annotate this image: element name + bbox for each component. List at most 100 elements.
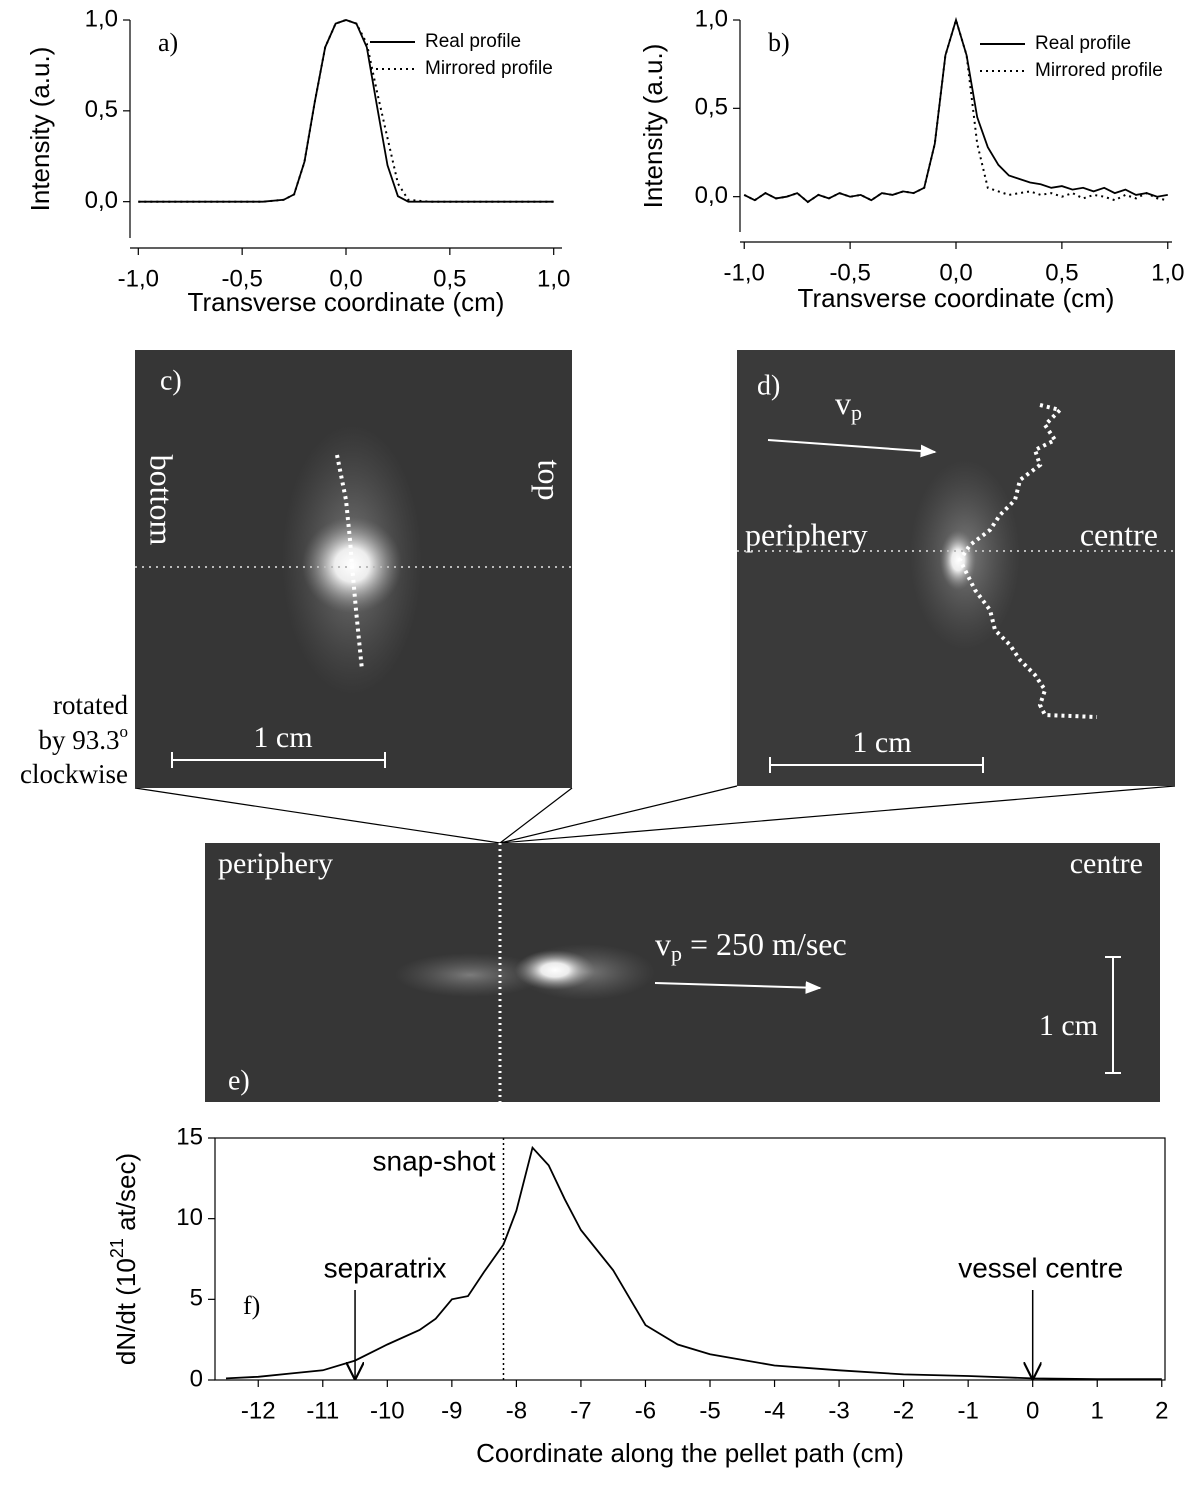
x-tick-label: 0,5 [433,265,466,292]
velocity-label: vp [835,385,862,425]
side-label: centre [1070,847,1143,880]
x-axis-label: Transverse coordinate (cm) [798,283,1115,313]
connector [499,785,738,844]
x-tick-label: 0 [1026,1397,1039,1424]
x-tick-label: -1 [957,1397,978,1424]
data-line [138,19,554,203]
x-tick-label: 1,0 [537,265,570,292]
x-tick-label: 0,0 [329,265,362,292]
x-tick-label: -4 [764,1397,785,1424]
y-tick-label: 0,0 [695,182,728,209]
velocity-arrow [767,439,937,458]
x-tick-label: -8 [506,1397,527,1424]
legend-label: Mirrored profile [1035,60,1163,81]
y-label-sup: 21 [107,1238,127,1258]
pellet-cloud [302,517,402,613]
x-tick-label: -12 [241,1397,276,1424]
trajectory [957,403,1098,719]
image-background [205,843,1160,1102]
x-tick-label: -9 [441,1397,462,1424]
connector [499,787,573,844]
chart: -1,0 -0,5 0,0 0,5 1,0 0,0 0,5 1,0 Transverse coo… [638,5,1185,313]
velocity: v [835,385,851,421]
panel-label: b) [768,28,790,57]
panel-label: c) [160,365,182,396]
connector [134,787,501,844]
data-line [225,1145,1162,1381]
data-line [743,16,1168,204]
degree: o [120,722,129,741]
panel-label: a) [158,28,178,57]
side-label: top [532,460,568,501]
x-tick-label: 2 [1155,1397,1168,1424]
connectors [134,785,1176,844]
annotation: snap-shot [373,1145,496,1176]
note: by 93.3o [39,722,129,755]
data-line [743,16,1168,204]
scale-bar [769,757,984,773]
note: rotated [53,690,128,720]
y-axis-label: dN/dt (1021 at/sec) [107,1153,141,1365]
x-tick-label: -7 [570,1397,591,1424]
side-label: periphery [745,516,868,552]
legend-label: Mirrored profile [425,58,553,79]
x-tick-label: -10 [370,1397,405,1424]
chart: -12 -11 -10 -9 -8 -7 -6 -5 -4 -3 -2 -1 0 1 2051015Coor… [107,1123,1169,1468]
x-axis-label: Transverse coordinate (cm) [188,287,505,317]
legend-label: Real profile [425,31,521,52]
plot-frame [214,1137,1166,1381]
y-tick-label: 0,5 [695,94,728,121]
velocity-sub: p [671,941,682,966]
image-c: c) bottom top 1 cm rotated by 93.3o cloc… [20,350,572,789]
velocity-sub: p [851,400,862,425]
scale-label: 1 cm [253,721,312,754]
y-tick-label: 0 [190,1365,203,1392]
x-tick-label: -6 [635,1397,656,1424]
x-tick-label: 1,0 [1151,259,1184,286]
x-tick-label: -5 [699,1397,720,1424]
y-tick-label: 10 [176,1204,203,1231]
x-tick-label: -11 [306,1397,339,1424]
panel-label: d) [757,370,780,401]
legend-label: Real profile [1035,33,1131,54]
x-tick-label: -3 [828,1397,849,1424]
y-tick-label: 15 [176,1123,203,1150]
velocity-arrow [654,981,822,994]
y-axis-label: Intensity (a.u.) [638,44,668,209]
scale-label: 1 cm [852,726,911,759]
y-tick-label: 0,5 [85,96,118,123]
note-text: by 93.3 [39,725,120,755]
glow [395,953,545,997]
scale-bar [1105,956,1121,1074]
side-label: periphery [218,847,333,880]
x-axis-label: Coordinate along the pellet path (cm) [476,1438,904,1468]
velocity: v [655,926,671,962]
side-label: bottom [144,455,180,546]
y-tick-label: 1,0 [85,5,118,32]
image-e: periphery centre vp = 250 m/sec 1 cm e) [205,843,1160,1102]
y-label-text: dN/dt (10 [111,1258,141,1365]
y-tick-label: 0,0 [85,187,118,214]
y-tick-label: 5 [190,1285,203,1312]
note: clockwise [20,759,128,789]
annotation: separatrix [324,1252,447,1283]
scale-label: 1 cm [1039,1009,1098,1042]
side-label: centre [1080,516,1158,552]
trajectory [335,454,364,671]
annotation: vessel centre [958,1252,1123,1283]
x-tick-label: -2 [893,1397,914,1424]
image-d: d) vp periphery centre 1 cm [737,350,1175,786]
chart: -1,0 -0,5 0,0 0,5 1,0 0,0 0,5 1,0 Transverse coo… [25,5,571,317]
scale-bar [171,752,386,768]
x-tick-label: 1 [1091,1397,1104,1424]
velocity-value: = 250 m/sec [682,926,847,962]
y-axis-label: Intensity (a.u.) [25,47,55,212]
panel-label: f) [243,1291,260,1320]
x-tick-label: 0,5 [1045,259,1078,286]
connector [499,785,1176,844]
x-tick-label: -1,0 [724,259,765,286]
y-label-text: at/sec) [111,1153,141,1238]
x-tick-label: -1,0 [118,265,159,292]
panel-label: e) [228,1065,250,1096]
